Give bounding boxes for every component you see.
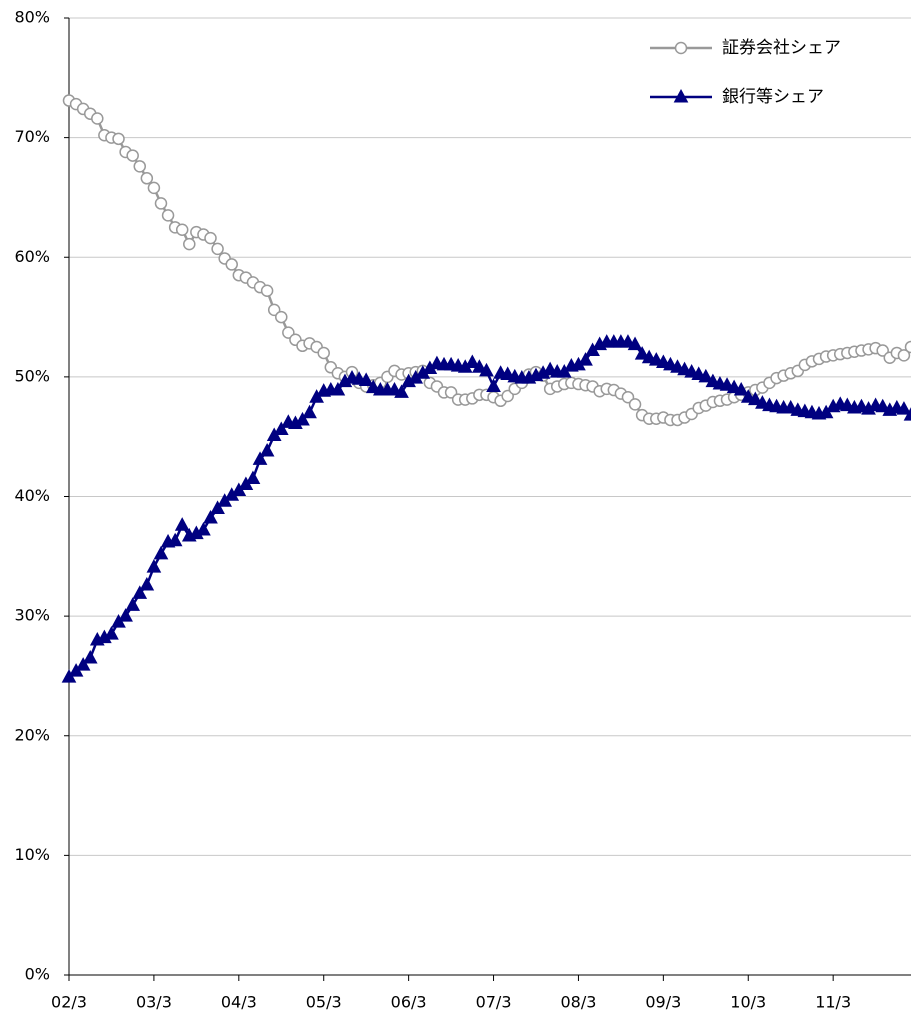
point	[147, 181, 161, 195]
point	[904, 340, 911, 354]
point	[125, 597, 141, 611]
y-tick-label: 60%	[14, 247, 50, 266]
point	[154, 197, 168, 210]
point	[82, 649, 98, 664]
point	[225, 258, 238, 271]
x-tick-label: 03/3	[136, 993, 172, 1012]
point	[210, 500, 225, 514]
point	[196, 521, 211, 536]
point	[394, 384, 409, 398]
x-tick-label: 06/3	[391, 993, 427, 1012]
point	[634, 346, 650, 360]
point	[302, 404, 317, 419]
point	[317, 346, 330, 360]
point	[167, 532, 183, 547]
point	[472, 359, 487, 373]
x-tick-label: 02/3	[51, 993, 87, 1012]
point	[896, 401, 911, 415]
point	[479, 362, 494, 377]
y-tick-label: 70%	[14, 127, 50, 146]
x-tick-label: 04/3	[221, 993, 257, 1012]
x-tick-label: 11/3	[815, 993, 851, 1012]
legend-marker	[674, 41, 688, 55]
y-tick-label: 10%	[14, 845, 50, 864]
legend-marker	[673, 88, 689, 103]
point	[897, 349, 911, 362]
point	[358, 372, 374, 386]
point	[252, 451, 268, 465]
point	[259, 442, 275, 457]
y-tick-label: 0%	[25, 965, 50, 984]
point	[903, 407, 911, 421]
x-tick-label: 08/3	[560, 993, 596, 1012]
point	[91, 112, 104, 125]
point	[747, 391, 763, 406]
point	[140, 172, 154, 185]
point	[211, 242, 224, 256]
point	[139, 576, 155, 591]
y-tick-label: 80%	[14, 8, 50, 27]
point	[118, 608, 133, 622]
point	[146, 559, 162, 573]
point	[628, 398, 642, 411]
point	[245, 470, 261, 485]
point	[204, 231, 217, 245]
point	[203, 509, 218, 524]
point	[75, 657, 91, 671]
point	[161, 209, 175, 222]
y-tick-label: 40%	[14, 486, 50, 505]
point	[153, 545, 169, 560]
point	[627, 336, 643, 351]
legend-label: 銀行等シェア	[722, 87, 824, 107]
point	[330, 381, 346, 396]
x-tick-label: 07/3	[476, 993, 512, 1012]
x-tick-label: 10/3	[730, 993, 766, 1012]
point	[174, 517, 190, 531]
x-tick-label: 09/3	[645, 993, 681, 1012]
point	[486, 378, 501, 392]
point	[578, 352, 593, 366]
point	[175, 223, 189, 236]
x-tick-label: 05/3	[306, 993, 342, 1012]
point	[875, 398, 891, 413]
point	[104, 626, 119, 640]
point	[295, 411, 310, 426]
point	[273, 421, 289, 436]
point	[733, 381, 749, 396]
point	[260, 284, 274, 297]
point	[133, 160, 147, 173]
legend-label: 証券会社シェア	[722, 38, 841, 58]
point	[698, 368, 714, 383]
point	[464, 354, 480, 369]
point	[275, 310, 288, 324]
point	[112, 132, 125, 146]
point	[183, 237, 196, 251]
point	[132, 585, 148, 599]
point	[126, 149, 139, 162]
y-tick-label: 50%	[14, 366, 50, 385]
y-tick-label: 30%	[14, 606, 50, 625]
y-tick-label: 20%	[14, 725, 50, 744]
